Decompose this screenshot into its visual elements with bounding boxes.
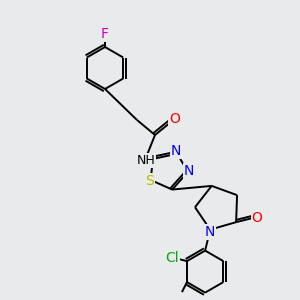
Text: N: N (205, 225, 215, 238)
Text: NH: NH (136, 154, 155, 166)
Text: N: N (171, 144, 181, 158)
Text: S: S (145, 174, 154, 188)
Text: F: F (101, 27, 109, 41)
Text: O: O (252, 211, 262, 225)
Text: O: O (169, 112, 180, 126)
Text: Cl: Cl (165, 251, 179, 265)
Text: N: N (184, 164, 194, 178)
